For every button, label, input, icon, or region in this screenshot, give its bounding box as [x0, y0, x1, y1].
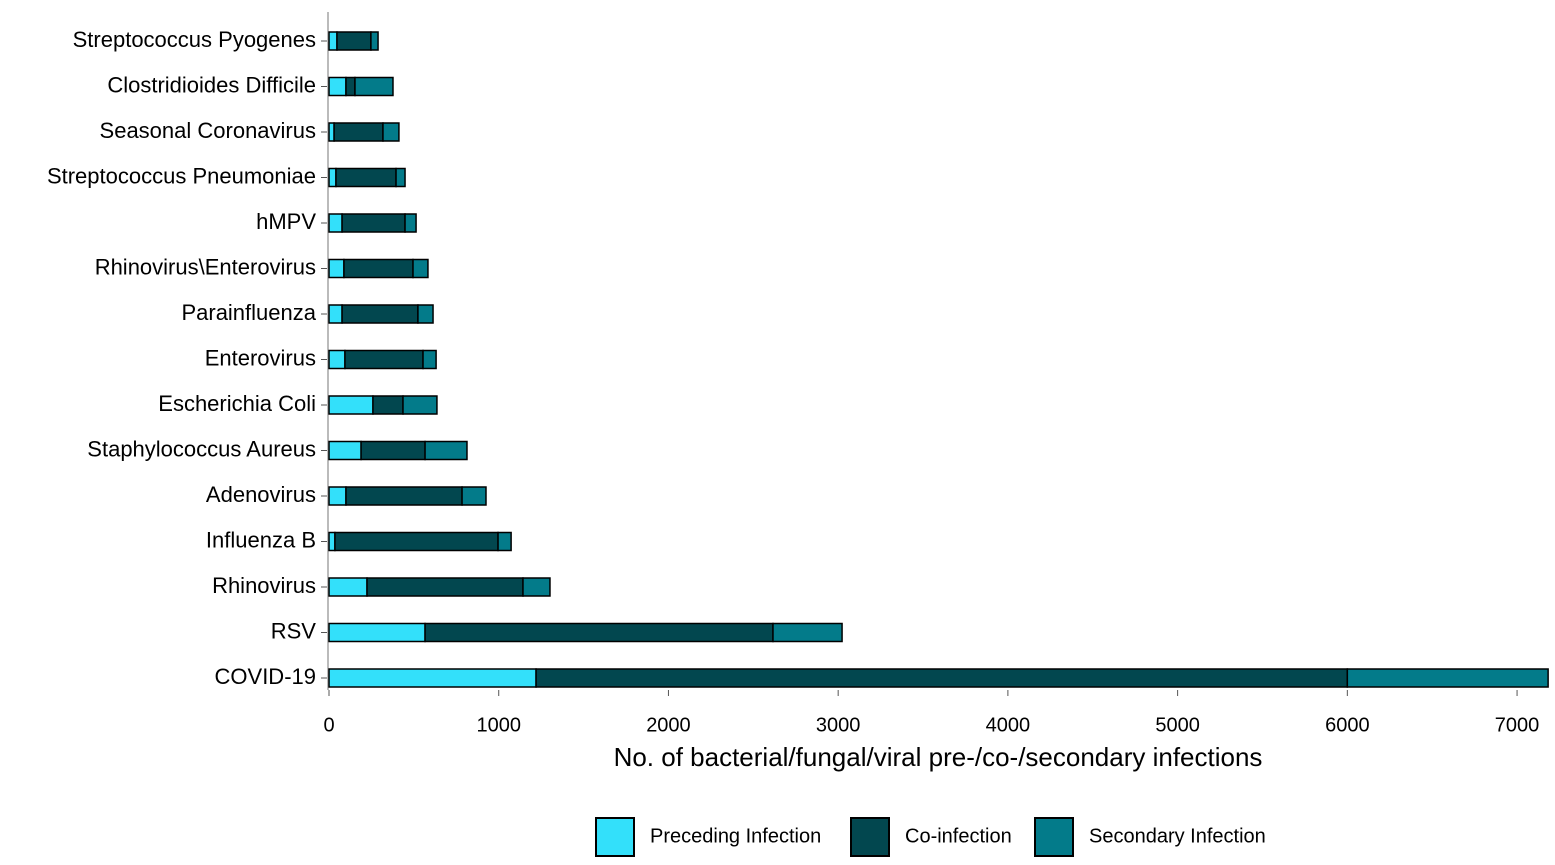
bar-segment	[328, 213, 343, 233]
bar-segment	[370, 31, 379, 51]
x-axis-title: No. of bacterial/fungal/viral pre-/co-/s…	[614, 742, 1263, 772]
legend-swatch	[850, 817, 890, 857]
bar-segment	[382, 122, 400, 142]
bar-segment	[772, 622, 843, 643]
bar-segment	[1346, 668, 1549, 688]
y-tick-label: Adenovirus	[206, 482, 316, 507]
bar-segment	[522, 577, 551, 597]
bar-segment	[422, 349, 437, 370]
legend-label: Co-infection	[905, 825, 1012, 847]
bar-segment	[328, 531, 336, 552]
bar-segment	[328, 304, 343, 324]
y-tick-label: Streptococcus Pneumoniae	[47, 163, 316, 188]
x-tick-label: 4000	[986, 714, 1031, 736]
bar-segment	[412, 258, 429, 279]
y-tick-label: hMPV	[256, 209, 316, 234]
bar-segment	[424, 440, 468, 461]
legend-swatch	[595, 817, 635, 857]
bar-segment	[334, 531, 499, 552]
y-tick-label: Parainfluenza	[181, 300, 316, 325]
y-tick-label: Enterovirus	[205, 345, 316, 370]
bar-segment	[535, 668, 1349, 688]
legend-swatch	[1034, 817, 1074, 857]
bar-segment	[328, 440, 362, 461]
bar-segment	[328, 395, 374, 415]
y-tick-label: Streptococcus Pyogenes	[73, 27, 316, 52]
bar-segment	[402, 395, 438, 415]
bar-segment	[424, 622, 774, 643]
bar-segment	[417, 304, 434, 324]
y-tick-label: Staphylococcus Aureus	[87, 436, 316, 461]
legend-label: Preceding Infection	[650, 825, 821, 847]
y-tick-label: Escherichia Coli	[158, 391, 316, 416]
y-tick-label: Rhinovirus\Enterovirus	[95, 254, 316, 279]
bar-segment	[372, 395, 404, 415]
bar-segment	[328, 167, 337, 188]
y-tick-label: Influenza B	[206, 527, 316, 552]
legend-label: Secondary Infection	[1089, 825, 1266, 847]
bar-segment	[404, 213, 417, 233]
bar-segment	[354, 76, 394, 97]
bar-segment	[366, 577, 524, 597]
bar-segment	[345, 486, 463, 506]
y-tick-label: RSV	[271, 618, 317, 643]
bar-segment	[328, 668, 537, 688]
bar-segment	[328, 577, 368, 597]
bar-segment	[395, 167, 406, 188]
bar-segment	[328, 122, 335, 142]
x-tick-label: 2000	[646, 714, 691, 736]
bar-segment	[335, 167, 397, 188]
bar-segment	[341, 304, 419, 324]
bar-segment	[333, 122, 384, 142]
bar-segment	[336, 31, 372, 51]
bar-segment	[328, 258, 345, 279]
x-tick-label: 7000	[1495, 714, 1540, 736]
x-tick-label: 3000	[816, 714, 861, 736]
bar-segment	[343, 258, 414, 279]
x-tick-label: 0	[323, 714, 334, 736]
x-tick-label: 5000	[1155, 714, 1200, 736]
x-tick-label: 1000	[476, 714, 521, 736]
y-tick-label: Rhinovirus	[212, 573, 316, 598]
bar-segment	[344, 349, 424, 370]
y-tick-label: Clostridioides Difficile	[107, 72, 316, 97]
bar-segment	[328, 622, 426, 643]
bar-segment	[328, 31, 338, 51]
bar-segment	[328, 486, 347, 506]
bar-segment	[328, 76, 347, 97]
bar-segment	[328, 349, 346, 370]
x-tick-label: 6000	[1325, 714, 1370, 736]
y-tick-label: Seasonal Coronavirus	[100, 118, 316, 143]
bar-segment	[341, 213, 406, 233]
bar-segment	[345, 76, 356, 97]
bar-segment	[497, 531, 512, 552]
y-tick-label: COVID-19	[215, 664, 316, 689]
bar-segment	[360, 440, 426, 461]
bar-segment	[461, 486, 487, 506]
